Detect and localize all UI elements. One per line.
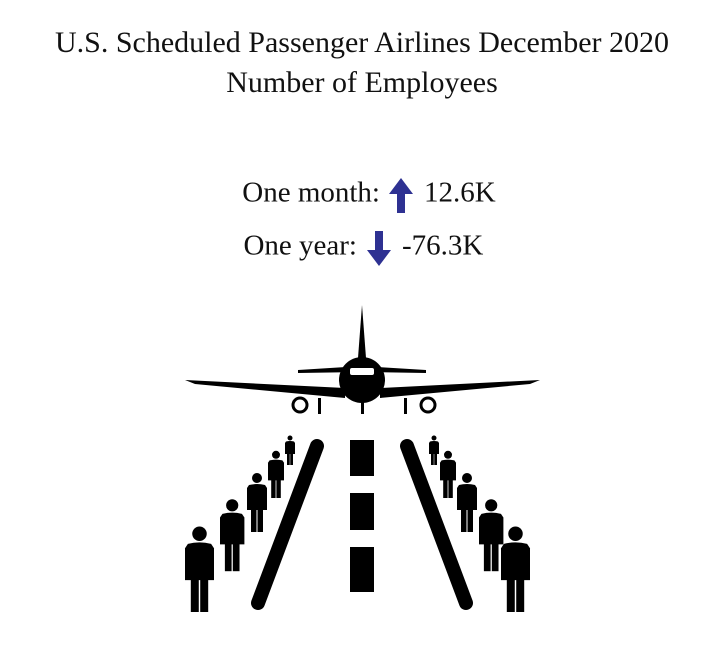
stat-value: 12.6K (424, 177, 496, 209)
title-line: U.S. Scheduled Passenger Airlines Decemb… (55, 26, 669, 59)
stat-label: One year: (243, 230, 357, 262)
title-line: Number of Employees (226, 66, 498, 99)
stat-value: -76.3K (402, 230, 483, 262)
up-arrow (389, 178, 413, 213)
down-arrow (367, 231, 391, 266)
airplane (185, 305, 540, 414)
stat-label: One month: (242, 177, 380, 209)
runway (251, 439, 473, 610)
